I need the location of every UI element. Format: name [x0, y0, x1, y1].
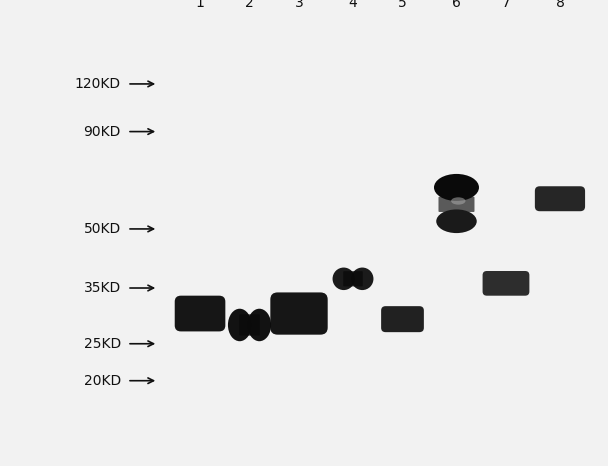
Text: 8: 8 — [556, 0, 564, 10]
Ellipse shape — [228, 308, 252, 341]
Text: 7: 7 — [502, 0, 510, 10]
Text: 1: 1 — [196, 0, 204, 10]
Text: 6: 6 — [452, 0, 461, 10]
Text: 50KD: 50KD — [84, 222, 121, 236]
FancyBboxPatch shape — [483, 271, 530, 296]
Text: 4: 4 — [348, 0, 358, 10]
Ellipse shape — [451, 197, 466, 205]
FancyBboxPatch shape — [239, 315, 260, 336]
FancyBboxPatch shape — [343, 271, 363, 287]
FancyBboxPatch shape — [438, 197, 474, 212]
Text: 2: 2 — [245, 0, 254, 10]
Text: 120KD: 120KD — [75, 77, 121, 91]
Ellipse shape — [333, 267, 355, 290]
Text: 35KD: 35KD — [84, 281, 121, 295]
Text: 25KD: 25KD — [84, 337, 121, 351]
Text: 90KD: 90KD — [83, 124, 121, 138]
Text: 3: 3 — [295, 0, 303, 10]
Text: 5: 5 — [398, 0, 407, 10]
FancyBboxPatch shape — [535, 186, 585, 211]
Ellipse shape — [351, 267, 373, 290]
Text: 20KD: 20KD — [84, 374, 121, 388]
Ellipse shape — [437, 209, 477, 233]
Ellipse shape — [434, 174, 479, 201]
Ellipse shape — [247, 308, 271, 341]
FancyBboxPatch shape — [174, 295, 226, 331]
FancyBboxPatch shape — [271, 292, 328, 335]
FancyBboxPatch shape — [381, 306, 424, 332]
